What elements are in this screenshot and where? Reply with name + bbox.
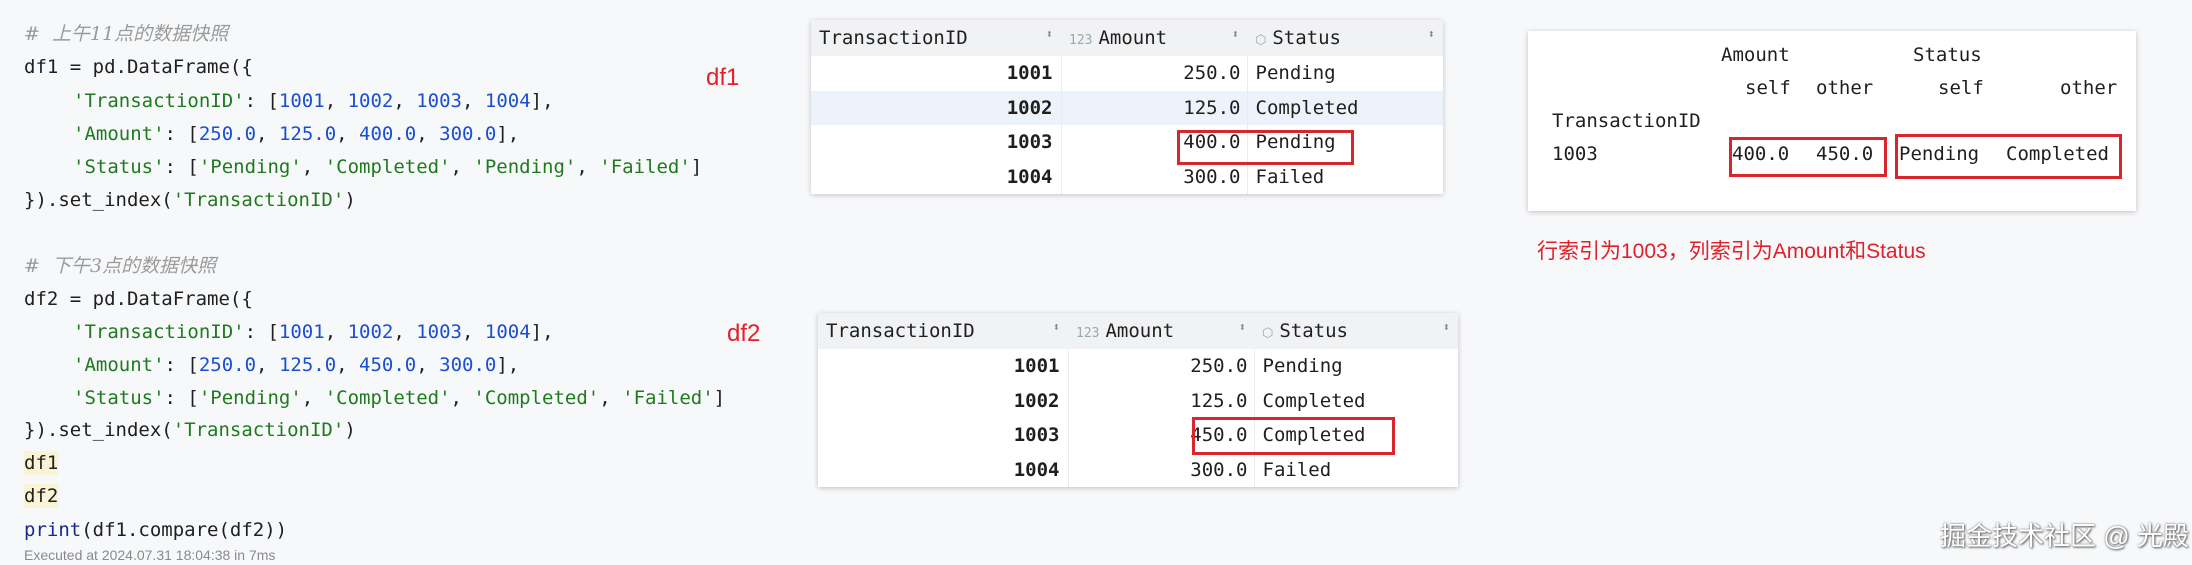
code-comment-1: # 上午11点的数据快照 [24,23,229,45]
code-line: 'Status': ['Pending', 'Completed', 'Comp… [73,387,726,409]
code-line: 'Status': ['Pending', 'Completed', 'Pend… [73,156,703,178]
table-row[interactable]: 1003 450.0 Completed [818,418,1458,453]
table-row[interactable]: 1002 125.0 Completed [811,90,1443,125]
compare-index-name: TransactionID [1552,110,1701,132]
sort-icon[interactable]: ⬍ [1238,320,1246,334]
annotation-note: 行索引为1003，列索引为Amount和Status [1537,240,1926,263]
compare-sub-other: other [2060,77,2118,99]
table-row[interactable]: 1001 250.0 Pending [818,349,1458,384]
code-line-print: print(df1.compare(df2)) [24,519,288,541]
compare-col-amount: Amount [1721,44,1790,66]
code-comment-2: # 下午3点的数据快照 [24,255,217,277]
watermark: 掘金技术社区 @ 光殿 [1940,521,2189,551]
code-line-df1: df1 [24,451,59,475]
highlight-box [1177,130,1354,165]
df2-label: df2 [727,320,761,347]
table-row[interactable]: 1002 125.0 Completed [818,383,1458,418]
code-line: df2 = pd.DataFrame({ [24,288,253,310]
compare-row-id: 1003 [1552,143,1598,165]
cube-icon: ⬡ [1255,33,1267,48]
sort-icon[interactable]: ⬍ [1052,320,1060,334]
column-header-amount[interactable]: 123 Amount ⬍ [1061,20,1247,56]
highlight-box [1895,134,2122,179]
code-line: }).set_index('TransactionID') [24,419,356,441]
sort-icon[interactable]: ⬍ [1231,27,1239,41]
compare-status-other: Completed [2006,143,2109,165]
column-header-status[interactable]: ⬡ Status ⬍ [1254,313,1458,349]
table-row[interactable]: 1001 250.0 Pending [811,56,1443,91]
column-header-transactionid[interactable]: TransactionID ⬍ [811,20,1061,56]
df1-label: df1 [706,64,740,91]
numeric-type-icon: 123 [1076,326,1100,341]
compare-output [1528,31,2136,211]
compare-sub-self: self [1938,77,1984,99]
code-line: 'TransactionID': [1001, 1002, 1003, 1004… [73,321,554,343]
numeric-type-icon: 123 [1069,33,1093,48]
code-line: 'Amount': [250.0, 125.0, 400.0, 300.0], [73,123,520,145]
compare-sub-self: self [1745,77,1791,99]
execution-status: Executed at 2024.07.31 18:04:38 in 7ms [24,547,276,563]
compare-sub-other: other [1816,77,1874,99]
df1-table: TransactionID ⬍ 123 Amount ⬍ ⬡ Status ⬍ 1001 2… [811,20,1443,194]
code-line-df2: df2 [24,484,59,508]
code-line: }).set_index('TransactionID') [24,189,356,211]
cube-icon: ⬡ [1262,326,1274,341]
sort-icon[interactable]: ⬍ [1442,320,1450,334]
column-header-amount[interactable]: 123 Amount ⬍ [1068,313,1254,349]
code-line: df1 = pd.DataFrame({ [24,56,253,78]
column-header-transactionid[interactable]: TransactionID ⬍ [818,313,1068,349]
sort-icon[interactable]: ⬍ [1427,27,1435,41]
column-header-status[interactable]: ⬡ Status ⬍ [1247,20,1443,56]
code-line: 'TransactionID': [1001, 1002, 1003, 1004… [73,90,554,112]
highlight-box [1192,417,1395,455]
compare-amount-other: 450.0 [1816,143,1874,165]
df2-table: TransactionID ⬍ 123 Amount ⬍ ⬡ Status ⬍ 1001 2… [818,313,1458,487]
table-row[interactable]: 1004 300.0 Failed [811,159,1443,194]
code-line: 'Amount': [250.0, 125.0, 450.0, 300.0], [73,354,520,376]
compare-status-self: Pending [1899,143,1980,165]
compare-amount-self: 400.0 [1732,143,1790,165]
highlight-box [1729,137,1887,177]
sort-icon[interactable]: ⬍ [1045,27,1053,41]
table-row[interactable]: 1004 300.0 Failed [818,452,1458,487]
compare-col-status: Status [1913,44,1982,66]
